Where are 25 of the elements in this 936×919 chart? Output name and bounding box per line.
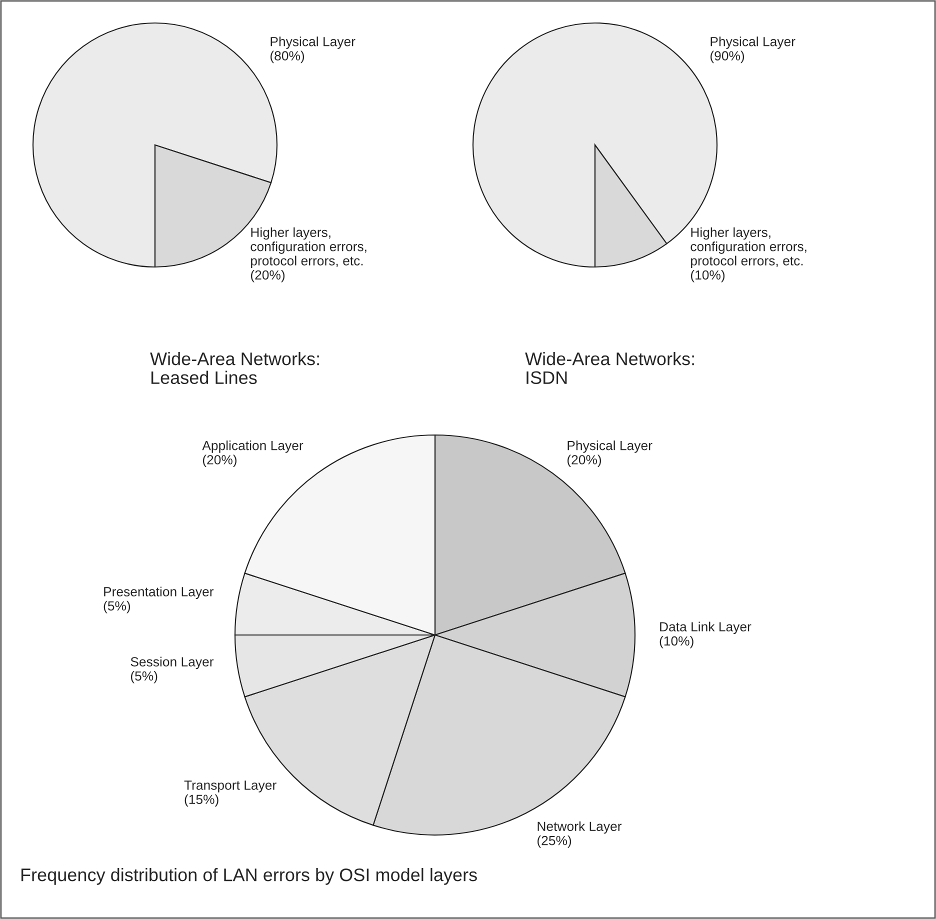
text: Frequency distribution of LAN errors by OSI model layers bbox=[21, 868, 477, 885]
data-label: (10%) bbox=[660, 636, 694, 648]
text: Wide-Area Networks: ISDN bbox=[525, 352, 694, 384]
data-label: (25%) bbox=[538, 836, 572, 848]
slice-label: Higher layers, configuration errors, protocol errors, etc. bbox=[250, 227, 366, 268]
data-label: (15%) bbox=[184, 794, 218, 807]
slice-label: Application Layer bbox=[202, 440, 304, 453]
data-label: (10%) bbox=[690, 270, 725, 282]
slice-label: Higher layers, configuration errors, protocol errors, etc. bbox=[690, 227, 806, 268]
data-label: (80%) bbox=[270, 50, 304, 64]
data-label: (5%) bbox=[130, 670, 158, 684]
slice-label: Network Layer bbox=[538, 821, 622, 834]
data-label: (5%) bbox=[104, 600, 130, 614]
slice-label: Transport Layer bbox=[184, 780, 276, 792]
slice-label: Presentation Layer bbox=[104, 586, 214, 600]
data-label: (90%) bbox=[710, 50, 744, 64]
text: Wide-Area Networks: Leased Lines bbox=[150, 352, 319, 384]
slice-label: Session Layer bbox=[130, 656, 214, 670]
slice-label: Physical Layer bbox=[270, 36, 356, 49]
data-label: (20%) bbox=[567, 454, 602, 468]
data-label: (20%) bbox=[250, 270, 285, 282]
slice-label: Physical Layer bbox=[710, 36, 796, 49]
data-label: (20%) bbox=[202, 454, 236, 468]
slice-label: Physical Layer bbox=[568, 440, 652, 453]
slice-label: Data Link Layer bbox=[660, 622, 752, 634]
